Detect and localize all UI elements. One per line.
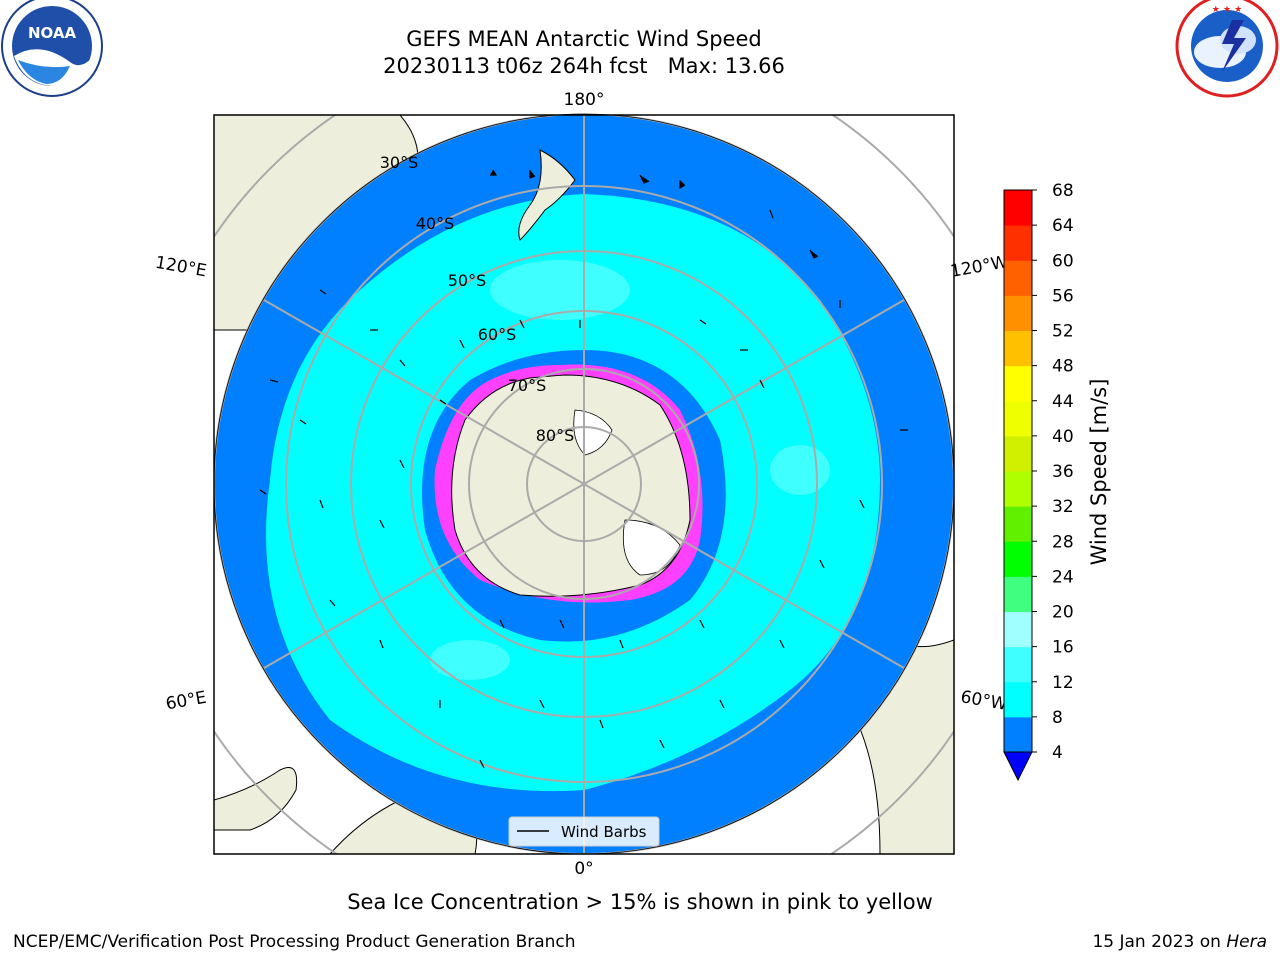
colorbar-segment bbox=[1004, 541, 1032, 577]
wind-barb-legend: Wind Barbs bbox=[508, 816, 660, 847]
colorbar-tick-label: 60 bbox=[1052, 251, 1074, 271]
lat-label-70s: 70°S bbox=[508, 376, 547, 395]
map-border bbox=[213, 114, 955, 855]
colorbar-tick-label: 44 bbox=[1052, 392, 1074, 412]
colorbar-tick-label: 36 bbox=[1052, 462, 1074, 482]
colorbar-segment bbox=[1004, 506, 1032, 542]
lon-label-60e: 60°E bbox=[164, 688, 208, 715]
map-title: GEFS MEAN Antarctic Wind Speed bbox=[406, 27, 762, 51]
colorbar-label: Wind Speed [m/s] bbox=[1087, 379, 1111, 566]
colorbar-segment bbox=[1004, 400, 1032, 437]
credit-machine: Hera bbox=[1226, 932, 1267, 952]
colorbar-segment bbox=[1004, 190, 1032, 226]
sea-ice-note: Sea Ice Concentration > 15% is shown in … bbox=[347, 890, 933, 914]
colorbar-segment bbox=[1004, 611, 1032, 648]
colorbar-segment bbox=[1004, 435, 1032, 472]
colorbar-segment bbox=[1004, 716, 1032, 753]
wind-barbs bbox=[259, 169, 908, 769]
lon-label-180: 180° bbox=[564, 90, 605, 110]
colorbar-tick-label: 8 bbox=[1052, 708, 1063, 728]
colorbar-tick-label: 28 bbox=[1052, 532, 1074, 552]
lat-label-30s: 30°S bbox=[380, 153, 419, 172]
colorbar-tick-label: 52 bbox=[1052, 322, 1074, 342]
colorbar-tick-label: 68 bbox=[1052, 181, 1074, 201]
colorbar-tick-label: 40 bbox=[1052, 427, 1074, 447]
lat-label-60s: 60°S bbox=[478, 325, 517, 344]
colorbar-segment bbox=[1004, 576, 1032, 612]
lat-label-50s: 50°S bbox=[448, 271, 487, 290]
lon-label-60w: 60°W bbox=[959, 687, 1009, 715]
lat-label-40s: 40°S bbox=[416, 214, 455, 233]
credit-left: NCEP/EMC/Verification Post Processing Pr… bbox=[13, 932, 576, 952]
colorbar-tick-label: 12 bbox=[1052, 673, 1074, 693]
colorbar-tick-label: 56 bbox=[1052, 286, 1074, 306]
lat-label-80s: 80°S bbox=[536, 426, 575, 445]
colorbar-tick-label: 24 bbox=[1052, 567, 1074, 587]
nws-logo: ★ ★ ★ bbox=[1175, 0, 1279, 98]
colorbar-segment bbox=[1004, 330, 1032, 367]
noaa-logo: NOAA bbox=[1, 0, 103, 97]
colorbar-segment bbox=[1004, 681, 1032, 718]
colorbar-segment bbox=[1004, 225, 1032, 261]
map-subtitle: 20230113 t06z 264h fcst Max: 13.66 bbox=[383, 54, 785, 78]
colorbar-tick-label: 16 bbox=[1052, 638, 1074, 658]
colorbar-segment bbox=[1004, 365, 1032, 402]
graticule bbox=[214, 115, 954, 854]
colorbar-segment bbox=[1004, 295, 1032, 331]
colorbar-under-arrow bbox=[1003, 751, 1033, 782]
noaa-logo-text: NOAA bbox=[28, 24, 77, 42]
colorbar-tick-label: 4 bbox=[1052, 743, 1063, 763]
colorbar-tick-label: 64 bbox=[1052, 216, 1074, 236]
colorbar-tick-label: 20 bbox=[1052, 603, 1074, 623]
colorbar-tick-label: 48 bbox=[1052, 357, 1074, 377]
colorbar-segment bbox=[1004, 471, 1032, 507]
credit-date-text: 15 Jan 2023 on bbox=[1092, 932, 1227, 952]
lon-label-120w: 120°W bbox=[949, 252, 1010, 282]
colorbar-tick-label: 32 bbox=[1052, 497, 1074, 517]
svg-text:★ ★ ★: ★ ★ ★ bbox=[1212, 5, 1242, 15]
legend-label: Wind Barbs bbox=[561, 823, 647, 841]
credit-date: 15 Jan 2023 on Hera bbox=[1092, 932, 1267, 952]
colorbar-segment bbox=[1004, 646, 1032, 683]
colorbar-segment bbox=[1004, 260, 1032, 296]
lon-label-0: 0° bbox=[574, 859, 593, 879]
lon-label-120e: 120°E bbox=[154, 253, 208, 282]
